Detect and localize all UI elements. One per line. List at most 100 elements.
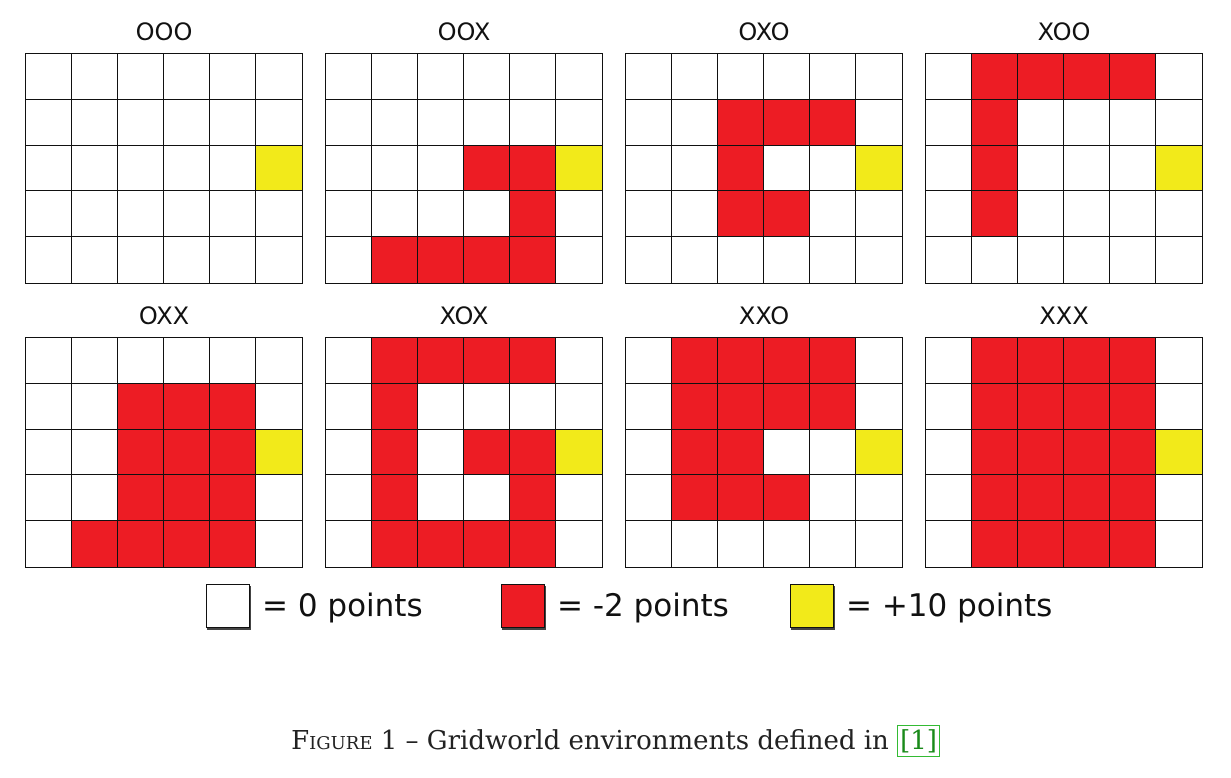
penalty-cell <box>810 383 856 430</box>
empty-cell <box>856 99 902 146</box>
empty-cell <box>810 429 856 476</box>
caption-citation-link[interactable]: [1] <box>897 725 940 757</box>
empty-cell <box>72 99 118 146</box>
empty-cell <box>418 383 464 430</box>
env-label: OOO <box>135 18 193 46</box>
empty-cell <box>926 145 972 192</box>
empty-cell <box>26 521 72 567</box>
empty-cell <box>256 521 302 567</box>
empty-cell <box>326 237 372 283</box>
empty-cell <box>326 383 372 430</box>
empty-cell <box>510 383 556 430</box>
penalty-cell <box>510 521 556 567</box>
env-label: XOO <box>1037 18 1091 46</box>
penalty-cell <box>510 191 556 238</box>
penalty-cell <box>210 429 256 476</box>
empty-cell <box>326 145 372 192</box>
penalty-cell <box>764 383 810 430</box>
penalty-cell <box>972 429 1018 476</box>
penalty-cell <box>372 429 418 476</box>
empty-cell <box>926 191 972 238</box>
empty-cell <box>326 338 372 384</box>
penalty-cell <box>1110 475 1156 522</box>
legend-text-goal: = +10 points <box>846 588 1053 624</box>
empty-cell <box>856 191 902 238</box>
empty-cell <box>626 383 672 430</box>
penalty-cell <box>672 429 718 476</box>
legend-swatch-penalty <box>501 584 545 628</box>
legend-text-penalty: = -2 points <box>557 588 729 624</box>
penalty-cell <box>118 521 164 567</box>
penalty-cell <box>164 429 210 476</box>
empty-cell <box>1156 521 1202 567</box>
penalty-cell <box>718 475 764 522</box>
empty-cell <box>372 99 418 146</box>
empty-cell <box>672 521 718 567</box>
goal-cell <box>256 429 302 476</box>
empty-cell <box>326 191 372 238</box>
empty-cell <box>1156 191 1202 238</box>
empty-cell <box>764 54 810 100</box>
empty-cell <box>1110 191 1156 238</box>
empty-cell <box>418 99 464 146</box>
penalty-cell <box>164 521 210 567</box>
penalty-cell <box>372 521 418 567</box>
env-label: XOX <box>439 302 489 330</box>
empty-cell <box>72 191 118 238</box>
empty-cell <box>1018 191 1064 238</box>
empty-cell <box>1064 99 1110 146</box>
empty-cell <box>210 237 256 283</box>
empty-cell <box>926 475 972 522</box>
empty-cell <box>1018 145 1064 192</box>
penalty-cell <box>718 338 764 384</box>
empty-cell <box>26 54 72 100</box>
goal-cell <box>856 145 902 192</box>
empty-cell <box>810 145 856 192</box>
penalty-cell <box>672 383 718 430</box>
penalty-cell <box>510 429 556 476</box>
penalty-cell <box>510 338 556 384</box>
empty-cell <box>118 191 164 238</box>
penalty-cell <box>1064 383 1110 430</box>
penalty-cell <box>464 237 510 283</box>
env-grid <box>925 337 1203 568</box>
caption-text: – Gridworld environments defined in <box>397 726 898 756</box>
empty-cell <box>1110 99 1156 146</box>
empty-cell <box>926 429 972 476</box>
empty-cell <box>1110 145 1156 192</box>
empty-cell <box>210 191 256 238</box>
penalty-cell <box>972 99 1018 146</box>
empty-cell <box>718 237 764 283</box>
empty-cell <box>26 338 72 384</box>
penalty-cell <box>810 99 856 146</box>
env-grid <box>25 337 303 568</box>
empty-cell <box>926 99 972 146</box>
penalty-cell <box>1018 521 1064 567</box>
empty-cell <box>626 475 672 522</box>
empty-cell <box>626 191 672 238</box>
penalty-cell <box>972 521 1018 567</box>
empty-cell <box>72 54 118 100</box>
empty-cell <box>164 338 210 384</box>
empty-cell <box>1064 145 1110 192</box>
env-label: OXX <box>138 302 190 330</box>
env-grid <box>625 337 903 568</box>
env-label: XXO <box>738 302 790 330</box>
penalty-cell <box>210 383 256 430</box>
empty-cell <box>256 475 302 522</box>
empty-cell <box>926 383 972 430</box>
empty-cell <box>556 191 602 238</box>
empty-cell <box>926 338 972 384</box>
penalty-cell <box>510 237 556 283</box>
empty-cell <box>672 54 718 100</box>
caption-figure-number: Figure 1 <box>291 726 398 756</box>
penalty-cell <box>1018 383 1064 430</box>
empty-cell <box>926 54 972 100</box>
penalty-cell <box>164 475 210 522</box>
penalty-cell <box>464 429 510 476</box>
empty-cell <box>256 338 302 384</box>
penalty-cell <box>372 475 418 522</box>
empty-cell <box>26 237 72 283</box>
empty-cell <box>256 54 302 100</box>
empty-cell <box>1156 383 1202 430</box>
